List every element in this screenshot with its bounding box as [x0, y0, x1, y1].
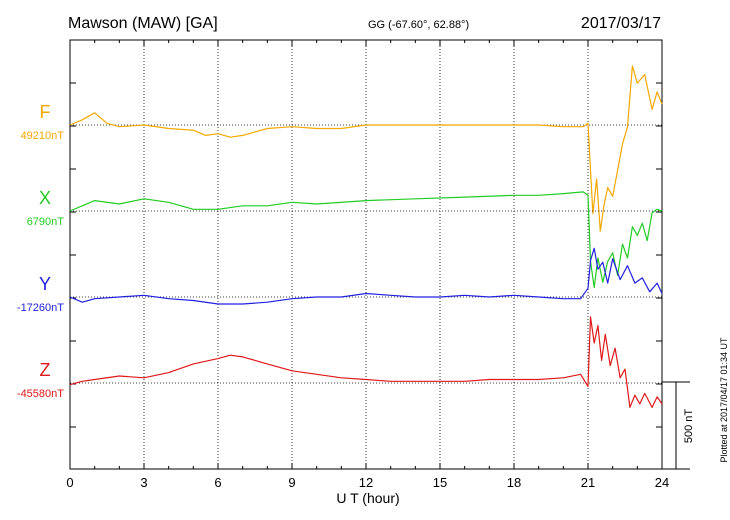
series-name-f: F: [40, 102, 51, 122]
x-tick-label: 24: [655, 475, 669, 490]
x-tick-label: 15: [433, 475, 447, 490]
series-line-x: [69, 191, 663, 289]
x-tick-label: 0: [66, 475, 73, 490]
scale-bar: 500 nT: [662, 381, 695, 470]
series-line-y: [69, 247, 663, 305]
series-name-x: X: [39, 188, 51, 208]
series-line-f: [69, 65, 663, 232]
x-tick-label: 21: [581, 475, 595, 490]
station-title: Mawson (MAW) [GA]: [68, 15, 218, 32]
scale-bar-label: 500 nT: [683, 409, 695, 444]
x-tick-label: 12: [359, 475, 373, 490]
coordinates-label: GG (-67.60°, 62.88°): [368, 19, 469, 31]
x-axis-title: U T (hour): [336, 490, 399, 506]
series-name-y: Y: [39, 274, 51, 294]
series-line-z: [69, 316, 663, 408]
axis-ticks: 0 3 6 9 12 15 18 21 24: [66, 40, 669, 490]
date-label: 2017/03/17: [581, 15, 661, 32]
series-baseline-y: -17260nT: [17, 302, 64, 314]
series-baseline-z: -45580nT: [17, 388, 64, 400]
x-tick-label: 3: [140, 475, 147, 490]
series-lines: [69, 65, 663, 408]
x-tick-label: 18: [507, 475, 521, 490]
x-tick-label: 9: [288, 475, 295, 490]
plotted-at-label: Plotted at 2017/04/17 01:34 UT: [719, 337, 729, 463]
series-name-z: Z: [40, 360, 51, 380]
x-tick-label: 6: [214, 475, 221, 490]
series-labels: F 49210nT X 6790nT Y -17260nT Z -45580nT: [17, 102, 64, 400]
series-baseline-x: 6790nT: [27, 216, 65, 228]
plot-frame: [69, 39, 663, 470]
grid-lines: [143, 40, 589, 469]
series-baseline-f: 49210nT: [21, 130, 65, 142]
